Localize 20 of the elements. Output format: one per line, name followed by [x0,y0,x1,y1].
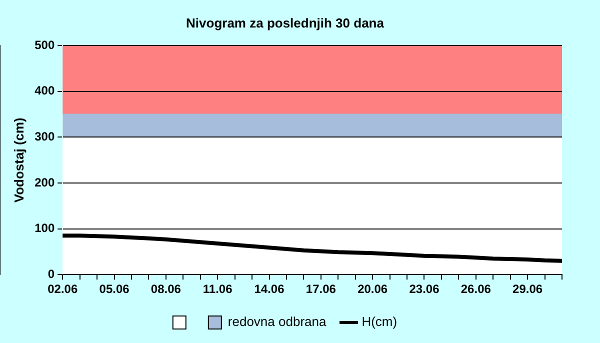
x-tick-label: 20.06 [358,282,388,296]
y-tick-label: 500 [34,38,55,52]
legend-label: H(cm) [362,314,398,330]
y-tick-label: 100 [34,221,55,236]
y-axis-title: Vodostaj (cm) [11,118,26,203]
x-tick-label: 29.06 [512,282,543,296]
x-tick-label: 08.06 [150,282,182,296]
y-tick-label: 200 [34,175,55,190]
x-tick-label: 02.06 [48,282,78,296]
chart-title: Nivogram za poslednjih 30 dana [186,15,385,30]
x-tick-label: 17.06 [306,282,336,296]
y-tick-label: 300 [34,130,55,144]
x-tick-label: 05.06 [99,282,130,296]
y-tick-label: 0 [48,266,55,281]
x-tick-label: 11.06 [202,282,233,296]
x-tick-label: 23.06 [409,282,440,296]
x-tick-label: 26.06 [460,282,492,296]
x-tick-label: 14.06 [254,282,285,296]
y-tick-label: 400 [34,84,55,98]
legend-label: redovna odbrana [228,314,327,330]
